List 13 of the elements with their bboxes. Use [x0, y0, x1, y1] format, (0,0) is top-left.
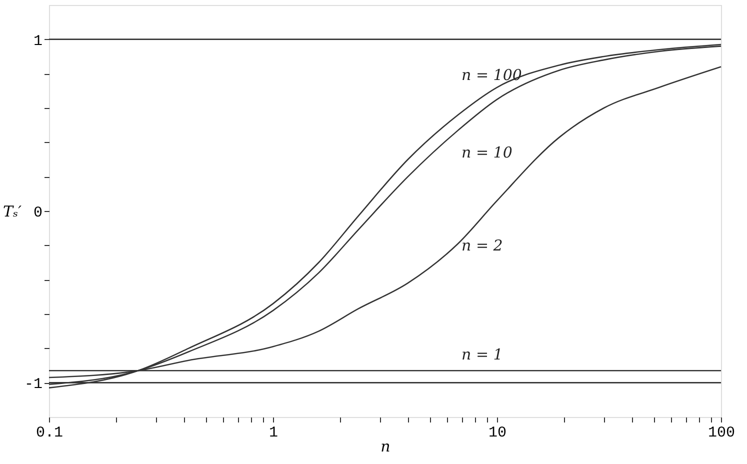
y-tick-label: 0: [33, 204, 42, 222]
x-tick-label: 10: [488, 424, 507, 442]
series-label: n = 2: [462, 236, 503, 255]
series-label: n = 10: [462, 143, 513, 162]
y-tick-label: 1: [33, 32, 42, 50]
x-tick-label: 1: [268, 424, 278, 442]
series-label: n = 100: [462, 66, 522, 84]
x-tick-label: 0.1: [36, 424, 64, 442]
y-axis-title: Tₛ′: [3, 202, 22, 220]
x-tick-label: 100: [708, 424, 736, 442]
y-tick-label: -1: [24, 376, 42, 394]
x-axis-title: n: [380, 438, 390, 456]
series-label: n = 1: [462, 346, 503, 364]
